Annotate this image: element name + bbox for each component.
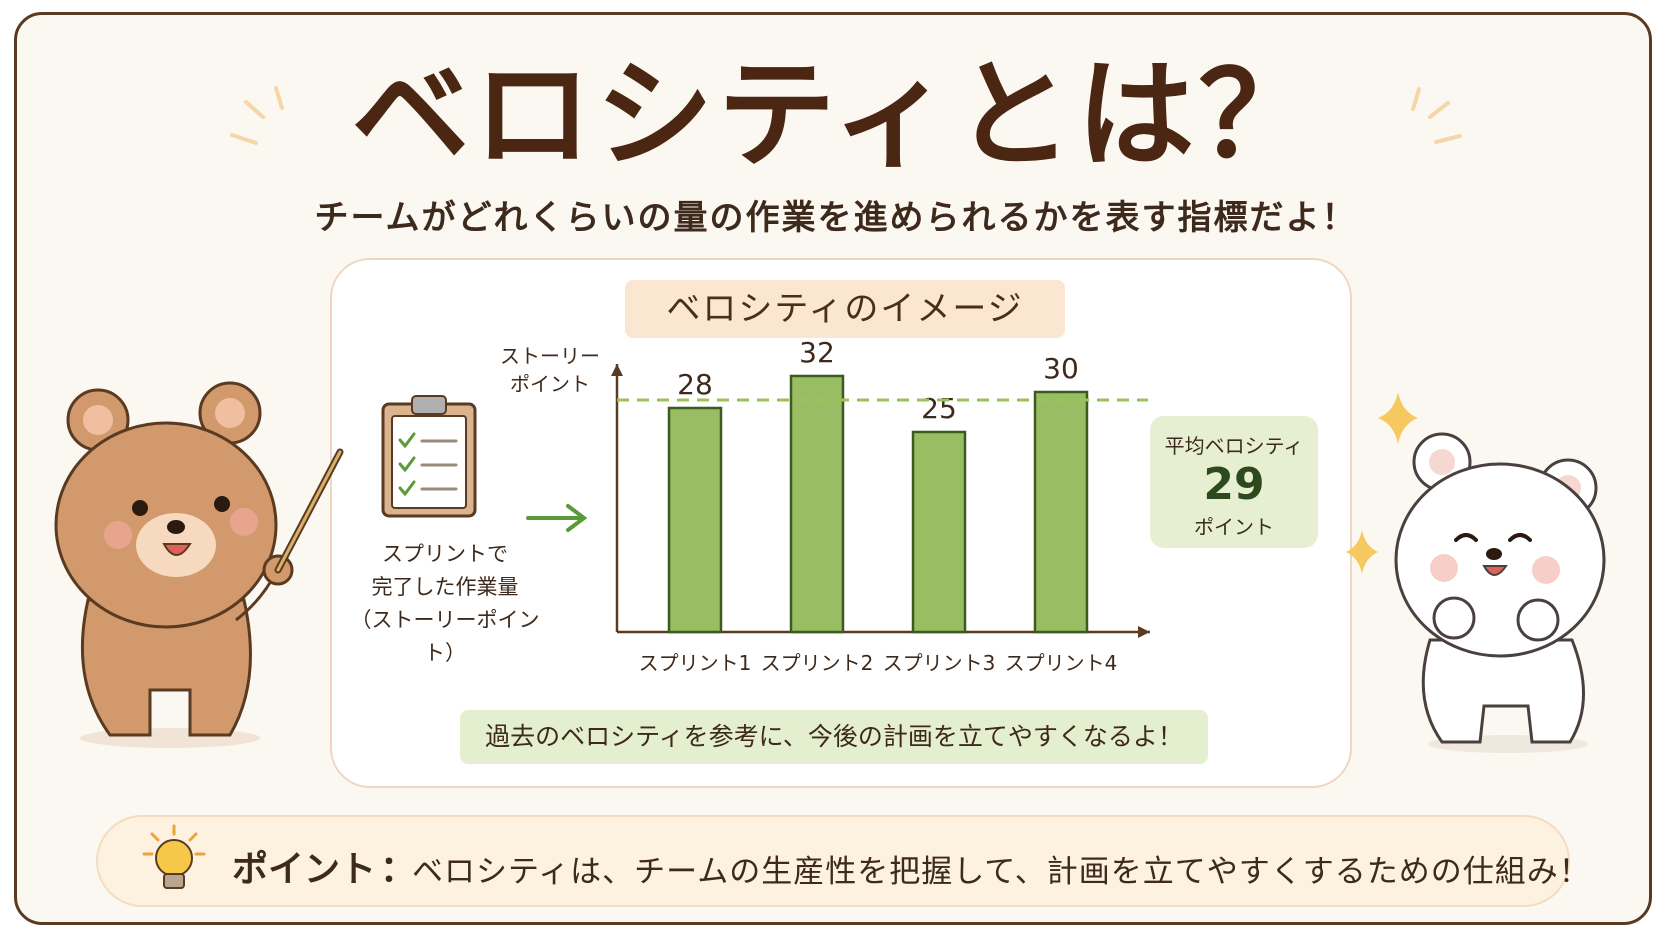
page-subtitle: チームがどれくらいの量の作業を進められるかを表す指標だよ！ [314, 198, 1358, 238]
bar-value-label: 32 [799, 336, 835, 369]
side-note-line: スプリントで [382, 542, 508, 566]
side-note: スプリントで 完了した作業量 （ストーリーポイント） [345, 538, 545, 670]
average-value: 29 [1203, 459, 1265, 510]
page-title: ベロシティとは？ [351, 46, 1321, 184]
brown-bear-illustration [54, 381, 344, 748]
lightbulb-icon [142, 824, 206, 889]
white-bear-illustration [1394, 432, 1606, 753]
y-axis-label: ストーリー ポイント [500, 344, 600, 396]
chart-bar [667, 406, 723, 634]
average-velocity-box: 平均ベロシティ 29 ポイント [1150, 416, 1318, 548]
side-note-line: 完了した作業量 [371, 575, 519, 599]
x-tick-label: スプリント3 [883, 651, 996, 675]
title-accent-line [1411, 87, 1421, 111]
side-note-line: （ストーリーポイント） [350, 608, 540, 665]
x-axis-arrow [1138, 626, 1150, 638]
chart-panel-title: ベロシティのイメージ [625, 280, 1065, 338]
y-axis-arrow [611, 364, 623, 376]
arrow-right-icon [526, 504, 588, 532]
clipboard-icon [381, 395, 477, 518]
title-accent-line [274, 86, 284, 110]
title-accent-line [1428, 101, 1450, 119]
point-bar [96, 815, 1570, 907]
point-text: ベロシティは、チームの生産性を把握して、計画を立てやすくするための仕組み！ [412, 854, 1591, 890]
sparkle-icon [1346, 392, 1418, 574]
bar-value-label: 25 [921, 392, 957, 425]
title-accent-line [244, 100, 265, 119]
average-unit: ポイント [1194, 515, 1274, 539]
x-tick-label: スプリント2 [761, 651, 874, 675]
bar-value-label: 28 [677, 368, 713, 401]
x-tick-label: スプリント4 [1005, 651, 1118, 675]
chart-bar [1033, 390, 1089, 634]
chart-bar [911, 430, 967, 634]
x-tick-label: スプリント1 [639, 651, 752, 675]
chart-bar [789, 374, 845, 634]
average-label: 平均ベロシティ [1164, 434, 1304, 458]
title-accent-line [230, 133, 258, 145]
chart-footer-note: 過去のベロシティを参考に、今後の計画を立てやすくなるよ！ [460, 710, 1208, 764]
point-colon: ： [380, 849, 417, 890]
bar-value-label: 30 [1043, 352, 1079, 385]
title-accent-line [1434, 134, 1462, 144]
point-label: ポイント [232, 849, 377, 890]
